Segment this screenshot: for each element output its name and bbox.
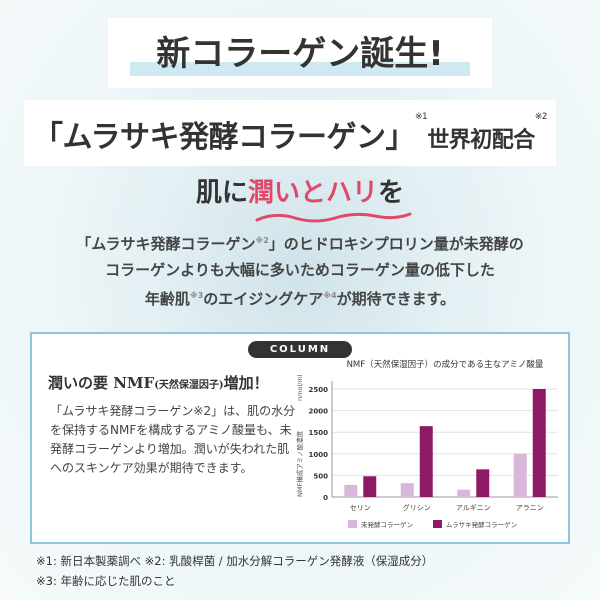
legend-label: 未発酵コラーゲン — [361, 520, 413, 529]
bar-fermented — [363, 476, 377, 497]
y-axis-unit: nmol/ml — [296, 374, 304, 401]
y-tick-label: 1500 — [309, 429, 329, 437]
column-title-note: (天然保湿因子) — [154, 380, 224, 391]
bar-unfermented — [513, 453, 527, 497]
note-ref: ※2 — [255, 236, 269, 245]
column-box — [30, 332, 570, 544]
bar-unfermented — [344, 484, 358, 497]
description-text: のエイジングケア — [203, 290, 324, 308]
y-tick-label: 1000 — [309, 451, 329, 459]
wave-underline — [255, 212, 412, 223]
bar-unfermented — [400, 483, 414, 497]
note-ref: ※4 — [323, 291, 337, 300]
description-text: が期待できます。 — [336, 290, 456, 308]
title-highlight — [130, 62, 470, 76]
bar-fermented — [476, 469, 490, 497]
bar-chart: NMF（天然保湿因子）の成分である主なアミノ酸量 0 500 1000 1500 2000… — [295, 359, 558, 529]
footnote-1: ※1: 新日本製薬調べ ※2: 乳酸桿菌 / 加水分解コラーゲン発酵液（保湿成分… — [36, 554, 434, 568]
bar-fermented — [532, 389, 546, 497]
note-ref: ※3 — [189, 291, 204, 300]
x-tick-label: セリン — [350, 504, 371, 512]
y-tick-label: 0 — [323, 494, 328, 502]
headline-main: 「ムラサキ発酵コラーゲン」 — [32, 120, 416, 155]
legend-swatch — [433, 520, 442, 528]
chart-title: NMF（天然保湿因子）の成分である主なアミノ酸量 — [347, 359, 544, 370]
sub-highlight: 潤いとハリ — [247, 178, 378, 208]
note-ref: ※2 — [534, 112, 548, 122]
footnotes: ※1: 新日本製薬調べ ※2: 乳酸桿菌 / 加水分解コラーゲン発酵液（保湿成分… — [36, 551, 576, 591]
column-body: 「ムラサキ発酵コラーゲン※2」は、肌の水分を保持するNMFを構成するアミノ酸量も… — [50, 404, 296, 475]
sub-suffix: を — [378, 178, 405, 208]
legend-label: ムラサキ発酵コラーゲン — [446, 520, 517, 529]
y-axis-label: NMF構成アミノ酸濃度 — [295, 430, 304, 497]
x-tick-label: グリシン — [403, 503, 431, 512]
page-title: 新コラーゲン誕生! — [156, 34, 444, 74]
footnote-2: ※3: 年齢に応じた肌のこと — [36, 574, 176, 588]
description-text: 」のヒドロキシプロリン量が未発酵の — [268, 235, 524, 253]
bar-unfermented — [457, 489, 471, 497]
description-text: 年齢肌 — [144, 290, 190, 308]
column-title: 潤いの要 NMF(天然保湿因子)増加！ — [48, 372, 269, 393]
x-tick-label: アルギニン — [456, 504, 491, 512]
y-tick-label: 2500 — [309, 386, 329, 394]
y-tick-label: 2000 — [309, 408, 329, 416]
bar-fermented — [419, 426, 433, 497]
subheadline: 肌に潤いとハリを — [0, 172, 600, 209]
description-text: コラーゲンよりも大幅に多いためコラーゲン量の低下した — [105, 261, 495, 279]
headline: 「ムラサキ発酵コラーゲン」※1 世界初配合 ※2 — [24, 112, 556, 156]
title-box — [108, 18, 492, 88]
column-label: COLUMN — [248, 341, 352, 358]
headline-suffix: 世界初配合 — [427, 128, 535, 153]
description: 「ムラサキ発酵コラーゲン※2」のヒドロキシプロリン量が未発酵の コラーゲンよりも… — [0, 228, 600, 312]
note-ref: ※1 — [414, 112, 428, 122]
headline-box — [24, 100, 556, 166]
x-tick-label: アラニン — [516, 504, 544, 512]
column-title-text: 潤いの要 NMF — [48, 374, 155, 392]
y-tick-label: 500 — [313, 472, 328, 480]
description-text: 「ムラサキ発酵コラーゲン — [76, 235, 256, 253]
column-title-text: 増加！ — [223, 374, 269, 392]
legend-swatch — [348, 520, 357, 528]
sub-prefix: 肌に — [195, 178, 248, 208]
